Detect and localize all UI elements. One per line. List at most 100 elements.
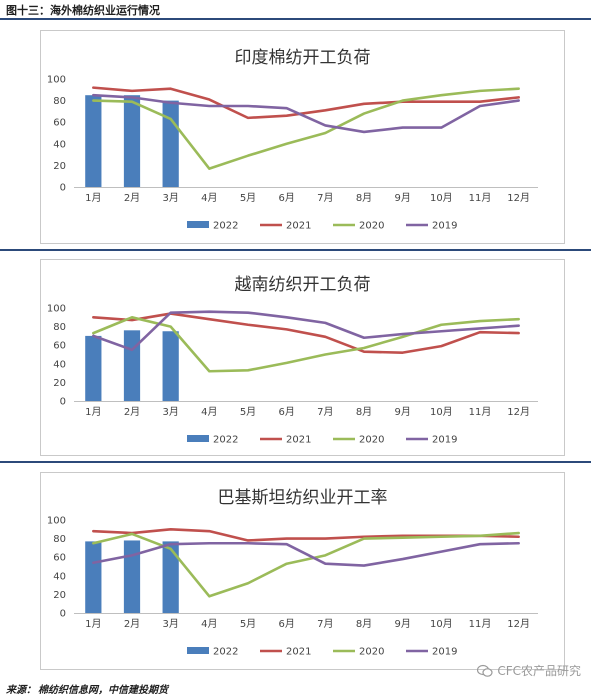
y-tick-label: 80 [53, 96, 66, 107]
x-tick-label: 1月 [85, 406, 101, 418]
chart-title: 印度棉纺开工负荷 [234, 48, 371, 68]
x-tick-label: 3月 [162, 618, 178, 630]
y-tick-label: 0 [60, 609, 66, 620]
watermark-text: CFC农产品研究 [497, 664, 581, 678]
x-tick-label: 9月 [394, 192, 410, 204]
x-tick-label: 12月 [507, 618, 530, 630]
x-tick-label: 3月 [162, 406, 178, 418]
x-tick-label: 5月 [240, 192, 256, 204]
y-tick-label: 100 [47, 516, 66, 527]
bar-2022-1月 [85, 95, 102, 187]
chart-vietnam: 0 20 40 60 80 100 1月 2月 3月 4月 5月 6月 7月 8月 9月 10月 11月 12月 2… [47, 304, 538, 446]
y-tick-label: 0 [60, 397, 66, 408]
divider-2 [0, 461, 591, 463]
x-tick-label: 3月 [162, 192, 178, 204]
bar-2022-1月 [85, 541, 102, 613]
y-tick-label: 40 [53, 139, 66, 150]
legend-label-2021: 2021 [286, 647, 311, 658]
divider-1 [0, 249, 591, 251]
bar-2022-1月 [85, 335, 102, 401]
x-tick-label: 9月 [394, 618, 410, 630]
x-tick-label: 4月 [201, 618, 217, 630]
y-tick-label: 100 [47, 304, 66, 315]
legend-swatch-2022 [187, 647, 209, 654]
line-series-2019 [92, 93, 520, 134]
x-tick-label: 8月 [356, 618, 372, 630]
line-series-2020 [92, 315, 520, 373]
bar-2022-3月 [162, 100, 179, 187]
line-series-2021 [92, 312, 520, 354]
chart-panel-pakistan: 巴基斯坦纺织业开工率 0 20 40 60 80 100 1月 2月 3月 4月 5月 6月 7月 8月 9… [40, 472, 565, 670]
chart-panel-vietnam: 越南纺织开工负荷 0 20 40 60 80 100 1月 2月 3月 4月 5月 6月 7月 8月 9月 1… [40, 259, 565, 456]
chart-india: 0 20 40 60 80 100 1月 2月 3月 4月 5月 6月 7月 8月 9月 10月 11月 12月 2… [47, 75, 538, 232]
y-tick-label: 80 [53, 534, 66, 545]
legend-label-2020: 2020 [359, 647, 384, 658]
x-tick-label: 8月 [356, 406, 372, 418]
x-tick-label: 6月 [278, 618, 294, 630]
bar-2022-3月 [162, 331, 179, 401]
x-tick-label: 10月 [430, 618, 453, 630]
chart-panel-india: 印度棉纺开工负荷 0 20 40 60 80 100 1月 2月 3月 4月 5月 6月 7月 8月 9月 1… [40, 30, 565, 244]
figure-title: 图十三：海外棉纺织业运行情况 [6, 4, 160, 17]
bar-2022-2月 [123, 540, 141, 613]
legend-label-2022: 2022 [213, 435, 238, 446]
y-tick-label: 20 [53, 378, 66, 389]
bar-2022-3月 [162, 541, 179, 613]
x-tick-label: 5月 [240, 618, 256, 630]
y-tick-label: 60 [53, 553, 66, 564]
y-tick-label: 20 [53, 161, 66, 172]
bar-2022-2月 [123, 330, 141, 401]
legend-swatch-2022 [187, 221, 209, 228]
wechat-icon [477, 664, 493, 677]
x-tick-label: 8月 [356, 192, 372, 204]
x-tick-label: 11月 [469, 192, 492, 204]
line-series-2020 [92, 87, 520, 170]
divider-top [0, 18, 591, 20]
y-tick-label: 100 [47, 75, 66, 86]
x-tick-label: 5月 [240, 406, 256, 418]
source-note: 来源： 棉纺织信息网，中信建投期货 [6, 681, 168, 696]
x-tick-label: 7月 [317, 406, 333, 418]
legend-label-2021: 2021 [286, 435, 311, 446]
source-label: 来源： [6, 685, 36, 696]
line-series-2021 [92, 527, 520, 542]
x-tick-label: 1月 [85, 618, 101, 630]
legend-label-2019: 2019 [432, 647, 457, 658]
legend-swatch-2022 [187, 435, 209, 442]
legend-label-2022: 2022 [213, 647, 238, 658]
line-series-2019 [92, 310, 520, 352]
x-tick-label: 4月 [201, 406, 217, 418]
y-tick-label: 60 [53, 341, 66, 352]
legend-label-2020: 2020 [359, 221, 384, 232]
x-tick-label: 10月 [430, 406, 453, 418]
x-tick-label: 12月 [507, 192, 530, 204]
x-tick-label: 2月 [124, 192, 140, 204]
legend-label-2021: 2021 [286, 221, 311, 232]
x-tick-label: 6月 [278, 406, 294, 418]
x-tick-label: 2月 [124, 618, 140, 630]
x-tick-label: 11月 [469, 406, 492, 418]
legend-label-2020: 2020 [359, 435, 384, 446]
x-tick-label: 11月 [469, 618, 492, 630]
chart-pakistan: 0 20 40 60 80 100 1月 2月 3月 4月 5月 6月 7月 8月 9月 10月 11月 12月 2… [47, 516, 538, 658]
x-tick-label: 9月 [394, 406, 410, 418]
x-tick-label: 2月 [124, 406, 140, 418]
line-series-2019 [92, 541, 520, 567]
chart-title: 越南纺织开工负荷 [234, 275, 371, 295]
y-tick-label: 0 [60, 183, 66, 194]
line-series-2020 [92, 531, 520, 598]
x-tick-label: 1月 [85, 192, 101, 204]
source-text: 棉纺织信息网，中信建投期货 [38, 685, 168, 696]
x-tick-label: 6月 [278, 192, 294, 204]
x-tick-label: 10月 [430, 192, 453, 204]
y-tick-label: 80 [53, 322, 66, 333]
legend-label-2019: 2019 [432, 435, 457, 446]
bar-2022-2月 [123, 95, 141, 187]
legend-label-2022: 2022 [213, 221, 238, 232]
y-tick-label: 60 [53, 118, 66, 129]
watermark: CFC农产品研究 [477, 662, 581, 679]
line-series-2021 [92, 86, 520, 120]
x-tick-label: 4月 [201, 192, 217, 204]
y-tick-label: 20 [53, 590, 66, 601]
chart-title: 巴基斯坦纺织业开工率 [217, 488, 388, 508]
